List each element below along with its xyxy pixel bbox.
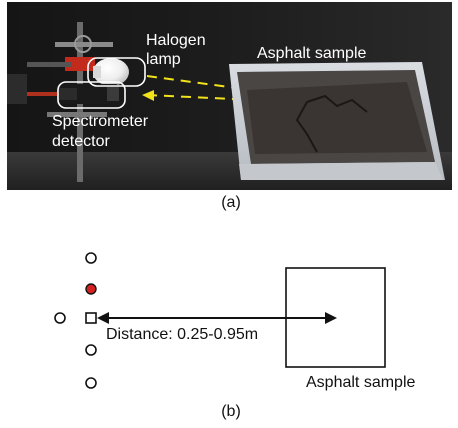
distance-label: Distance: 0.25-0.95m: [106, 326, 258, 343]
detector-marker: [85, 312, 97, 324]
lamp-label-line1: Halogen: [146, 32, 206, 49]
diagram-sample-label: Asphalt sample: [306, 374, 415, 391]
distance-arrow: [97, 312, 337, 324]
lamp-label-line2: lamp: [146, 51, 181, 68]
halogen-lamp: [93, 58, 129, 86]
detector-label-line2: detector: [52, 133, 110, 150]
position-marker-left: [54, 312, 66, 324]
layout-diagram: Distance: 0.25-0.95m Asphalt sample: [54, 252, 415, 391]
beam-arrow-head-left: [142, 90, 154, 101]
asphalt-tray: [229, 62, 445, 180]
spectrometer-detector: [57, 84, 119, 104]
setup-photo: Halogen lamp Asphalt sample Spectrometer…: [7, 2, 452, 190]
lamp-callout: [87, 57, 146, 87]
position-marker-bottom: [85, 377, 97, 389]
position-marker-top: [85, 252, 97, 264]
position-marker-active: [85, 283, 97, 295]
caption-a: (a): [221, 194, 241, 211]
photo-sample-label: Asphalt sample: [257, 45, 366, 62]
detector-label-line1: Spectrometer: [52, 113, 149, 130]
detector-callout: [57, 81, 126, 109]
caption-b: (b): [221, 403, 241, 420]
position-marker-lower: [85, 344, 97, 356]
